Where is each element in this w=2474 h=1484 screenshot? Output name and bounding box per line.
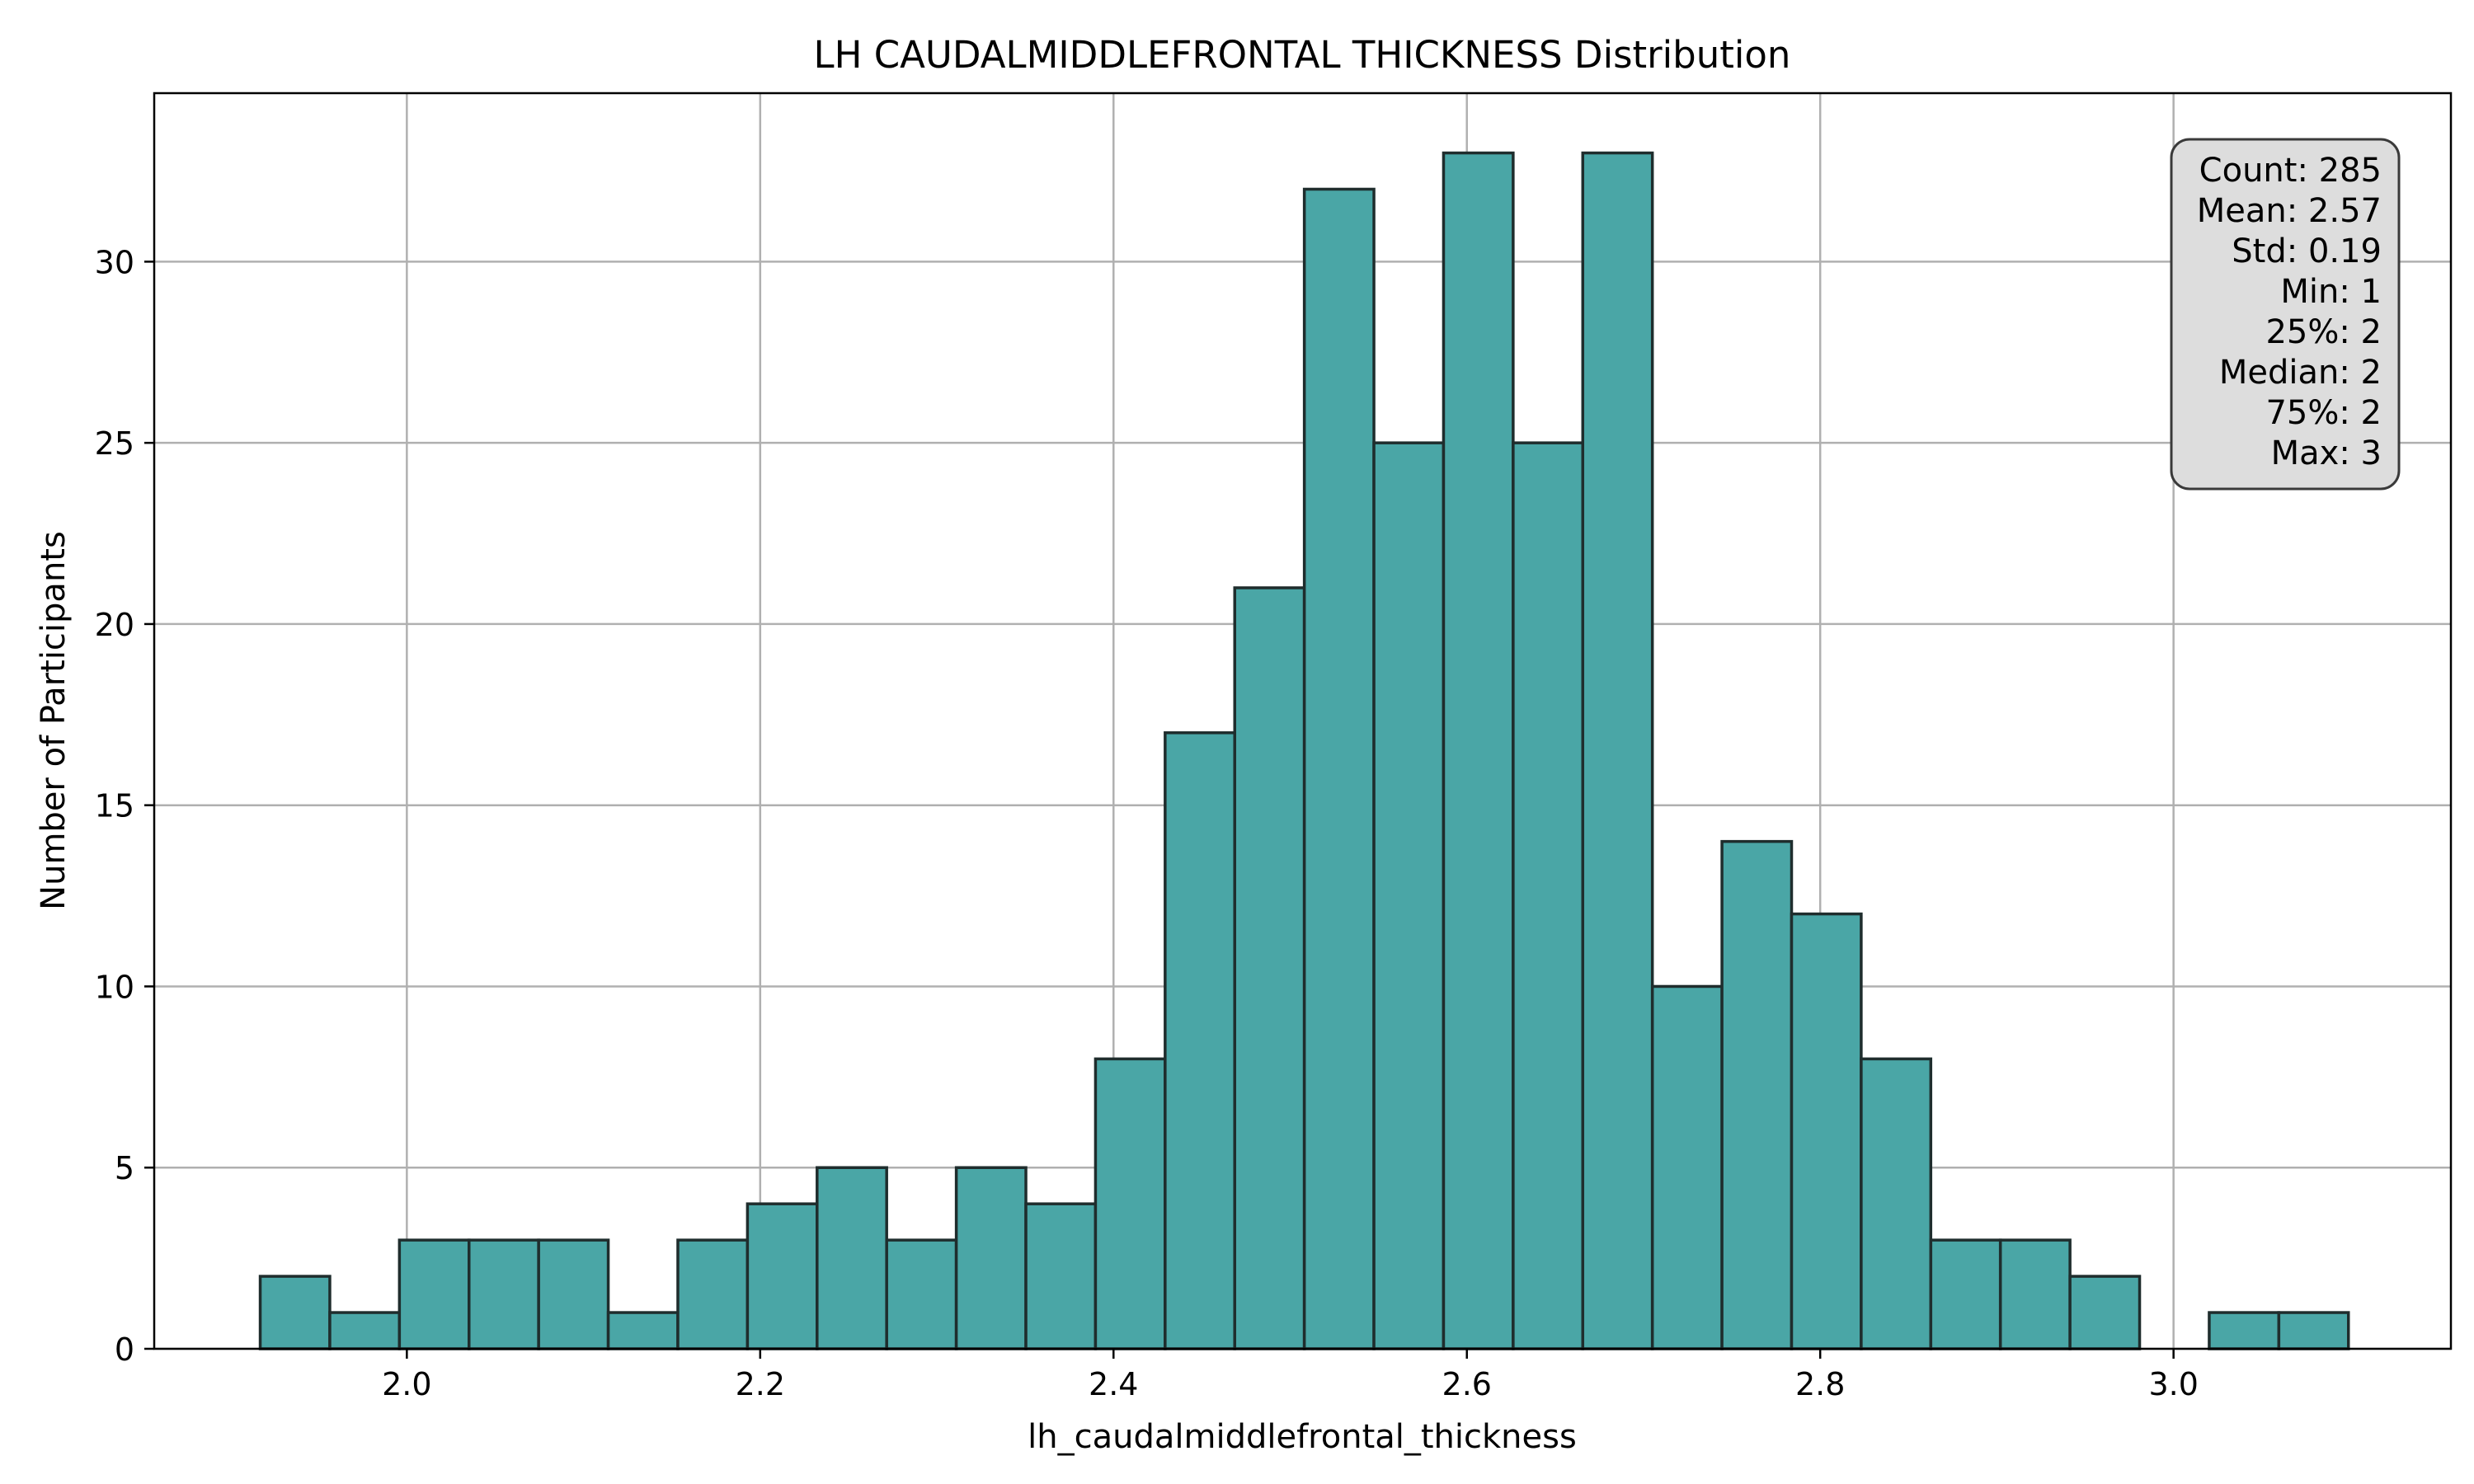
- y-tick-label: 5: [115, 1150, 134, 1186]
- y-tick-label: 0: [115, 1331, 134, 1368]
- histogram-bar: [885, 1238, 958, 1350]
- stats-box-background: [2170, 138, 2401, 491]
- stats-line-q75: 75%: 2: [2265, 394, 2382, 432]
- y-tick-label: 25: [95, 425, 134, 462]
- histogram-bar: [954, 1166, 1028, 1350]
- y-tick-label: 10: [95, 969, 134, 1005]
- histogram-bar: [1442, 151, 1515, 1350]
- histogram-bar: [1512, 441, 1585, 1350]
- histogram-bars: [258, 151, 2350, 1350]
- histogram-bar: [328, 1311, 402, 1350]
- stats-line-q25: 25%: 2: [2265, 313, 2382, 351]
- stats-line-mean: Mean: 2.57: [2197, 192, 2382, 230]
- stats-line-count: Count: 285: [2199, 152, 2382, 190]
- stats-line-median: Median: 2: [2219, 354, 2382, 392]
- y-tick-label: 30: [95, 244, 134, 280]
- x-tick-label: 2.2: [736, 1366, 785, 1402]
- histogram-bar: [1929, 1238, 2002, 1350]
- histogram-bar: [1860, 1057, 1933, 1350]
- histogram-bar: [1720, 839, 1794, 1350]
- stats-line-max: Max: 3: [2271, 434, 2382, 472]
- histogram-bar: [1302, 187, 1376, 1350]
- x-tick-label: 2.6: [1442, 1366, 1492, 1402]
- x-tick-label: 2.8: [1795, 1366, 1845, 1402]
- y-axis-label: Number of Participants: [35, 531, 73, 910]
- histogram-bar: [1790, 912, 1863, 1350]
- histogram-bar: [1164, 731, 1236, 1350]
- histogram-bar: [468, 1238, 540, 1350]
- histogram-bar: [2068, 1275, 2142, 1350]
- histogram-bar: [2208, 1311, 2281, 1350]
- stats-line-min: Min: 1: [2280, 273, 2382, 311]
- histogram-bar: [537, 1238, 610, 1350]
- chart-title: LH CAUDALMIDDLEFRONTAL THICKNESS Distrib…: [814, 33, 1791, 77]
- plot-area-frame: [153, 92, 2453, 1350]
- axis-ticks: 2.0 2.2 2.4 2.6 2.8 3.0 0 5 10 15 20 25 30: [95, 244, 2199, 1402]
- histogram-bar: [397, 1238, 471, 1350]
- histogram-bar: [1233, 586, 1306, 1350]
- histogram-bar: [1094, 1057, 1167, 1350]
- histogram-bar: [606, 1311, 680, 1350]
- histogram-bar: [1581, 151, 1654, 1350]
- x-tick-label: 3.0: [2148, 1366, 2198, 1402]
- histogram-bar: [2277, 1311, 2350, 1350]
- histogram-bar: [1372, 441, 1446, 1350]
- histogram-bar: [258, 1275, 332, 1350]
- stats-box: Count: 285 Mean: 2.57 Std: 0.19 Min: 1 2…: [2170, 138, 2401, 491]
- y-tick-label: 15: [95, 788, 134, 824]
- x-tick-label: 2.0: [382, 1366, 431, 1402]
- histogram-bar: [1998, 1238, 2072, 1350]
- histogram-bar: [745, 1202, 819, 1350]
- histogram-bar: [676, 1238, 750, 1350]
- y-tick-label: 20: [95, 607, 134, 643]
- histogram-bar: [816, 1166, 888, 1350]
- histogram-bar: [1650, 984, 1724, 1350]
- x-tick-label: 2.4: [1089, 1366, 1138, 1402]
- stats-line-std: Std: 0.19: [2232, 232, 2382, 270]
- histogram-bar: [1024, 1202, 1098, 1350]
- x-axis-label: lh_caudalmiddlefrontal_thickness: [1028, 1418, 1577, 1456]
